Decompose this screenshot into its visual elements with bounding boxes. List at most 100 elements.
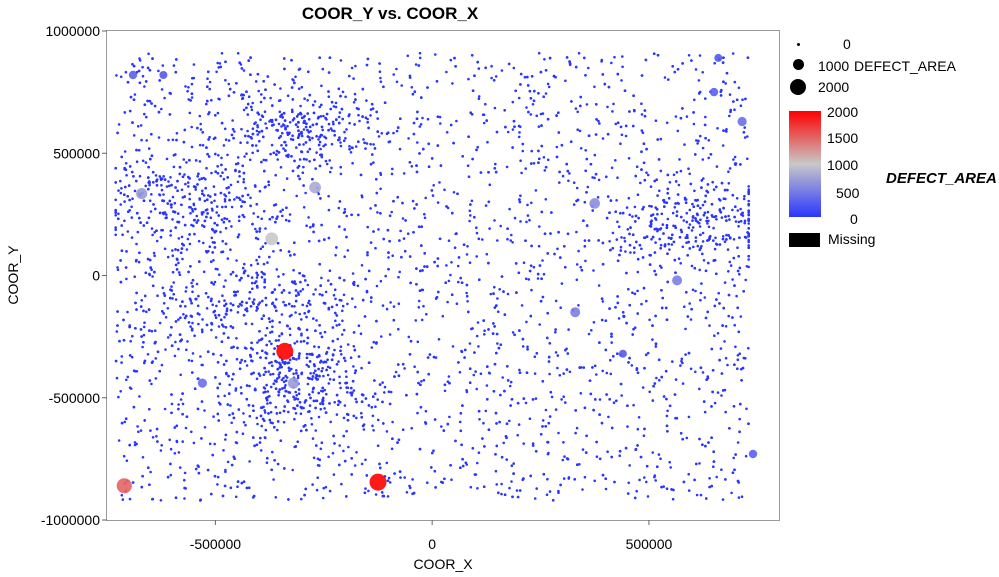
data-point — [251, 101, 254, 105]
data-point — [392, 305, 396, 308]
data-point — [456, 192, 459, 196]
data-point — [476, 487, 479, 490]
data-point — [666, 409, 669, 413]
data-point — [475, 387, 479, 391]
data-point — [314, 406, 317, 410]
data-point — [169, 296, 172, 300]
data-point — [369, 300, 373, 303]
data-point — [167, 138, 170, 142]
data-point — [380, 335, 383, 338]
data-point — [314, 429, 318, 432]
data-point — [676, 201, 679, 205]
data-point — [475, 231, 479, 235]
data-point — [376, 211, 379, 214]
data-point — [650, 238, 653, 241]
data-point — [149, 210, 153, 213]
data-point — [214, 267, 218, 271]
data-point — [312, 371, 316, 375]
data-point — [654, 217, 657, 220]
data-point — [691, 288, 695, 292]
data-point — [449, 58, 453, 62]
data-point — [344, 370, 348, 373]
data-point — [407, 137, 410, 140]
data-point — [333, 348, 336, 352]
data-point — [431, 194, 435, 197]
data-point — [325, 112, 329, 116]
data-point — [540, 277, 543, 281]
data-point — [742, 131, 746, 134]
data-point — [494, 469, 498, 473]
data-point — [468, 381, 472, 385]
data-point — [585, 157, 589, 161]
data-point — [665, 424, 669, 428]
data-point — [736, 354, 740, 357]
data-point — [125, 250, 128, 253]
data-point — [485, 119, 489, 122]
data-point — [583, 475, 587, 479]
data-point — [306, 382, 310, 386]
data-point — [435, 296, 439, 299]
data-point — [341, 319, 344, 323]
data-point — [191, 321, 194, 325]
data-point — [301, 288, 305, 291]
data-point — [276, 368, 279, 371]
data-point — [173, 201, 177, 205]
data-point — [625, 321, 628, 325]
data-point — [151, 436, 155, 439]
data-point — [483, 445, 486, 448]
data-point — [155, 179, 158, 183]
data-point — [513, 125, 516, 128]
data-point — [508, 207, 511, 211]
data-point — [426, 356, 430, 359]
data-point — [411, 199, 415, 203]
data-point — [151, 57, 154, 60]
data-point — [418, 152, 421, 155]
data-point — [333, 288, 337, 292]
data-point — [283, 140, 286, 144]
data-point — [568, 62, 572, 65]
data-point — [510, 233, 513, 237]
data-point — [150, 382, 153, 386]
data-point — [703, 200, 707, 203]
data-point — [719, 211, 723, 214]
data-point — [137, 430, 140, 434]
data-point — [428, 353, 432, 356]
data-point — [318, 458, 322, 462]
data-point — [633, 496, 637, 500]
data-point — [296, 166, 300, 169]
data-point — [252, 436, 255, 439]
data-point — [256, 111, 260, 114]
data-point — [494, 453, 497, 456]
data-point — [212, 185, 216, 188]
data-point — [510, 464, 514, 468]
data-point — [432, 449, 435, 453]
data-point — [298, 352, 301, 355]
data-point — [278, 371, 282, 375]
data-point — [406, 54, 410, 58]
data-point — [352, 101, 356, 104]
data-point — [255, 416, 259, 420]
data-point — [701, 146, 705, 150]
data-point — [364, 458, 367, 462]
data-point — [519, 83, 522, 86]
data-point — [491, 332, 495, 335]
data-point — [586, 185, 590, 189]
data-point — [665, 224, 669, 227]
data-point — [548, 372, 551, 376]
data-point — [132, 405, 136, 409]
data-point — [125, 174, 128, 177]
data-point — [117, 212, 120, 216]
data-point — [698, 225, 702, 228]
data-point — [671, 211, 675, 215]
data-point — [353, 123, 356, 126]
data-point — [508, 486, 511, 490]
data-point — [629, 226, 632, 229]
data-point — [311, 123, 315, 127]
data-point — [279, 166, 283, 169]
data-point — [124, 162, 128, 165]
data-point — [511, 146, 514, 149]
data-point — [636, 427, 640, 431]
data-point — [260, 160, 263, 164]
data-point — [319, 407, 323, 411]
data-point — [202, 241, 205, 245]
